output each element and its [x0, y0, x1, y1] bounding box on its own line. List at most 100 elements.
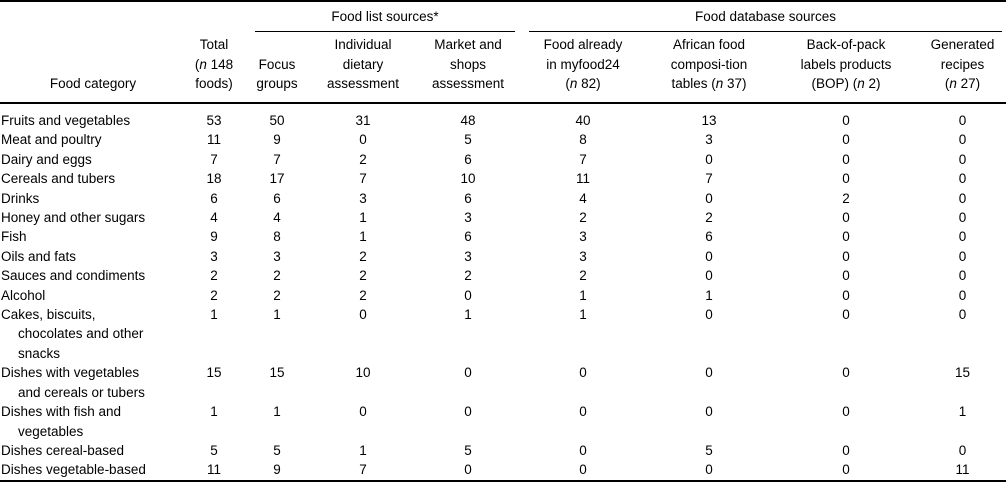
value-cell: 3 — [273, 248, 281, 264]
value-cell: 2 — [579, 210, 587, 226]
value-cell: 9 — [273, 132, 281, 148]
value-cell: 3 — [464, 248, 472, 264]
column-header-row: Food category Total (n 148 foods) Focus gro… — [0, 32, 1006, 104]
value-cell: 2 — [579, 268, 587, 284]
column-header-food-already-myfood24: Food already in myfood24 (n 82) — [521, 32, 645, 104]
value-cell: 1 — [359, 229, 367, 245]
value-cell: 15 — [206, 365, 222, 381]
table-row: Dishes with fish and vegetables 1 1 0 0 0 0 0 1 — [0, 402, 1006, 441]
value-cell: 1 — [359, 442, 367, 458]
table-row: Alcohol 2 2 2 0 1 1 0 0 — [0, 286, 1006, 305]
food-category-cell: Alcohol — [1, 287, 46, 303]
food-category-cell: Fruits and vegetables — [1, 113, 131, 128]
value-cell: 0 — [464, 365, 472, 381]
food-category-cell: Dairy and eggs — [1, 151, 92, 167]
column-header-generated-recipes: Generated recipes (n 27) — [919, 32, 1006, 104]
food-category-cell: Sauces and condiments — [1, 268, 146, 284]
table-row: Drinks 6 6 3 6 4 0 2 0 — [0, 189, 1006, 208]
column-header-focus-groups: Focus groups — [243, 32, 311, 104]
table-row: Cakes, biscuits, chocolates and other snac… — [0, 305, 1006, 363]
group-header-row: Food list sources* Food database sources — [0, 1, 1006, 32]
value-cell: 17 — [269, 171, 285, 187]
value-cell: 5 — [705, 442, 713, 458]
value-cell: 40 — [575, 113, 591, 128]
value-cell: 11 — [206, 132, 221, 148]
value-cell: 0 — [579, 404, 587, 420]
value-cell: 3 — [359, 190, 367, 206]
value-cell: 0 — [958, 442, 967, 458]
value-cell: 1 — [958, 404, 967, 420]
table-row: Dairy and eggs 7 7 2 6 7 0 0 0 — [0, 150, 1006, 169]
value-cell: 7 — [273, 151, 281, 167]
value-cell: 10 — [355, 365, 371, 381]
food-category-cell: Dishes vegetable-based — [1, 462, 146, 478]
value-cell: 1 — [464, 307, 472, 323]
value-cell: 0 — [842, 113, 850, 128]
value-cell: 0 — [705, 307, 713, 323]
value-cell: 0 — [705, 268, 713, 284]
value-cell: 2 — [359, 151, 367, 167]
value-cell: 0 — [958, 248, 967, 264]
food-category-cell: Cakes, biscuits, chocolates and other snac… — [1, 307, 144, 361]
value-cell: 3 — [210, 248, 218, 264]
column-header-market-shops-assessment: Market and shops assessment — [415, 32, 521, 104]
table-row: Dishes cereal-based 5 5 1 5 0 5 0 0 — [0, 441, 1006, 460]
value-cell: 2 — [210, 287, 218, 303]
value-cell: 0 — [842, 287, 850, 303]
food-category-cell: Dishes with vegetables and cereals or tub… — [1, 365, 145, 400]
value-cell: 15 — [955, 365, 971, 381]
value-cell: 0 — [958, 171, 967, 187]
value-cell: 5 — [464, 132, 472, 148]
column-header-african-composition-tables: African food composi-tion tables (n 37) — [645, 32, 773, 104]
value-cell: 0 — [705, 190, 713, 206]
value-cell: 2 — [359, 287, 367, 303]
value-cell: 0 — [842, 210, 850, 226]
value-cell: 0 — [842, 248, 850, 264]
value-cell: 0 — [579, 462, 587, 478]
value-cell: 1 — [273, 404, 281, 420]
value-cell: 0 — [579, 442, 587, 458]
value-cell: 0 — [842, 462, 850, 478]
value-cell: 0 — [958, 113, 967, 128]
table-header: Food list sources* Food database sources… — [0, 1, 1006, 104]
column-header-total: Total (n 148 foods) — [185, 32, 243, 104]
column-header-food-category: Food category — [0, 32, 185, 104]
value-cell: 18 — [206, 171, 222, 187]
table-row: Fruits and vegetables 53 50 31 48 40 13 0 0 — [0, 103, 1006, 130]
value-cell: 0 — [958, 190, 967, 206]
value-cell: 0 — [842, 151, 850, 167]
value-cell: 31 — [355, 113, 371, 128]
value-cell: 1 — [579, 307, 587, 323]
column-header-individual-dietary-assessment: Individual dietary assessment — [311, 32, 415, 104]
value-cell: 5 — [273, 442, 281, 458]
value-cell: 0 — [359, 307, 367, 323]
value-cell: 2 — [273, 268, 281, 284]
value-cell: 15 — [269, 365, 285, 381]
food-category-cell: Oils and fats — [1, 248, 77, 264]
value-cell: 4 — [579, 190, 587, 206]
value-cell: 0 — [705, 462, 713, 478]
value-cell: 11 — [575, 171, 590, 187]
value-cell: 2 — [464, 268, 472, 284]
value-cell: 0 — [842, 132, 850, 148]
value-cell: 2 — [359, 268, 367, 284]
table-row: Dishes vegetable-based 11 9 7 0 0 0 0 11 — [0, 460, 1006, 480]
table-row: Sauces and condiments 2 2 2 2 2 0 0 0 — [0, 266, 1006, 285]
value-cell: 5 — [464, 442, 472, 458]
value-cell: 0 — [579, 365, 587, 381]
value-cell: 0 — [359, 404, 367, 420]
value-cell: 6 — [464, 190, 472, 206]
value-cell: 8 — [273, 229, 281, 245]
food-category-cell: Dishes with fish and vegetables — [1, 404, 122, 439]
value-cell: 11 — [955, 462, 970, 478]
food-category-cell: Drinks — [1, 190, 40, 206]
value-cell: 3 — [579, 248, 587, 264]
value-cell: 1 — [210, 404, 218, 420]
table-row: Meat and poultry 11 9 0 5 8 3 0 0 — [0, 130, 1006, 149]
value-cell: 2 — [705, 210, 713, 226]
value-cell: 1 — [359, 210, 367, 226]
value-cell: 53 — [206, 113, 222, 128]
value-cell: 9 — [210, 229, 218, 245]
value-cell: 7 — [359, 462, 367, 478]
